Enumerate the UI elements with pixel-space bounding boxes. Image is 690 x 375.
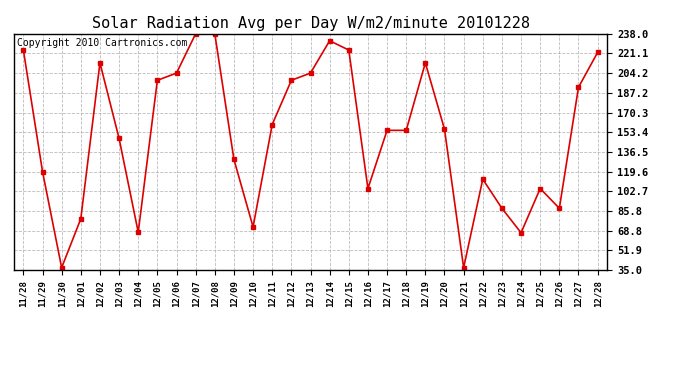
Text: Copyright 2010 Cartronics.com: Copyright 2010 Cartronics.com (17, 39, 187, 48)
Title: Solar Radiation Avg per Day W/m2/minute 20101228: Solar Radiation Avg per Day W/m2/minute … (92, 16, 529, 31)
